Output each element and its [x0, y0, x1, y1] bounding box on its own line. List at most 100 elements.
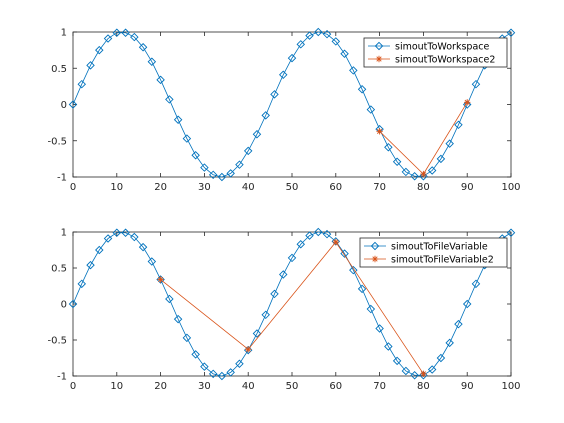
data-point-marker — [349, 66, 358, 75]
data-point-marker — [165, 294, 174, 304]
data-point-marker — [314, 27, 323, 37]
data-point-marker — [252, 329, 262, 338]
x-tick-label: 0 — [70, 381, 76, 392]
x-tick-label: 50 — [286, 381, 299, 392]
data-point-marker — [454, 319, 463, 329]
data-point-marker — [270, 90, 279, 99]
series-line-simoutToWorkspace — [72, 31, 512, 178]
data-point-marker — [445, 139, 454, 148]
data-point-marker — [121, 228, 130, 237]
data-point-marker — [165, 95, 174, 104]
data-point-marker — [314, 227, 323, 237]
y-tick-label: -1 — [57, 173, 67, 184]
x-tick-label: 40 — [242, 381, 255, 392]
legend-box — [359, 237, 508, 268]
data-point-marker — [191, 350, 200, 359]
data-point-marker — [366, 304, 376, 314]
legend-entry: simoutToFileVariable2 — [364, 254, 494, 265]
data-point-marker — [375, 324, 384, 333]
data-point-marker — [95, 45, 104, 55]
data-point-marker — [208, 369, 218, 379]
data-point-marker — [296, 240, 305, 249]
data-point-marker — [322, 229, 332, 239]
data-point-marker — [322, 29, 332, 39]
data-point-marker — [410, 172, 419, 181]
data-point-marker — [279, 270, 288, 279]
data-point-marker — [217, 172, 227, 182]
subplot-top: 0 10 20 30 40 50 60 70 80 90 100 1 0.5 0 -0.5 -1 simoutT… — [47, 28, 520, 194]
data-point-marker — [427, 166, 437, 175]
legend-label: simoutToFileVariable — [391, 241, 488, 252]
legend-label: simoutToWorkspace2 — [395, 54, 495, 65]
data-point-marker — [392, 356, 402, 366]
data-point-marker — [427, 365, 437, 374]
data-point-marker — [279, 70, 288, 80]
data-point-marker — [340, 249, 349, 258]
data-point-marker — [243, 146, 253, 156]
data-point-marker — [462, 299, 472, 309]
data-point-marker — [376, 128, 383, 135]
data-point-marker — [305, 31, 314, 40]
legend-marker-sample — [374, 41, 384, 51]
y-tick-label: 0 — [61, 100, 67, 111]
data-point-marker — [331, 37, 341, 46]
x-tick-label: 0 — [70, 182, 76, 193]
data-point-marker — [130, 32, 139, 42]
data-point-marker — [226, 169, 235, 178]
data-point-marker — [68, 299, 78, 309]
data-point-marker — [506, 28, 516, 37]
data-point-marker — [86, 260, 95, 270]
y-tick-label: 1 — [61, 228, 67, 239]
series-simoutToWorkspace — [68, 27, 516, 182]
data-point-marker — [245, 346, 252, 353]
data-point-marker — [252, 129, 262, 139]
legend-marker-sample — [375, 55, 383, 63]
x-tick-label: 30 — [198, 182, 211, 193]
x-tick-label: 60 — [329, 182, 342, 193]
x-tick-label: 70 — [373, 182, 386, 193]
x-tick-label: 30 — [198, 381, 211, 392]
data-point-marker — [156, 75, 165, 85]
x-tick-label: 80 — [417, 381, 430, 392]
data-point-marker — [112, 228, 122, 237]
data-point-marker — [226, 368, 235, 377]
data-point-marker — [77, 79, 86, 89]
data-point-marker — [462, 100, 472, 109]
legend: simoutToFileVariable simoutToFileVariable… — [359, 237, 508, 268]
series-line-simoutToFileVariable2 — [160, 241, 424, 375]
data-point-marker — [217, 371, 227, 381]
data-point-marker — [401, 366, 411, 376]
data-point-marker — [270, 289, 279, 299]
legend-entry: simoutToFileVariable — [364, 241, 488, 252]
y-tick-label: 0 — [61, 300, 67, 311]
data-point-marker — [305, 231, 314, 240]
data-point-marker — [454, 120, 463, 130]
data-point-marker — [401, 167, 411, 177]
data-point-marker — [384, 342, 393, 351]
y-tick-label: -0.5 — [47, 136, 67, 147]
x-tick-label: 80 — [417, 182, 430, 193]
x-tick-label: 20 — [154, 381, 167, 392]
data-point-marker — [287, 253, 297, 263]
legend-entry: simoutToWorkspace2 — [368, 54, 495, 65]
data-point-marker — [103, 234, 113, 243]
data-point-marker — [384, 143, 393, 152]
data-point-marker — [357, 85, 367, 94]
series-simoutToFileVariable — [68, 227, 516, 381]
x-tick-label: 90 — [461, 381, 474, 392]
legend-label: simoutToFileVariable2 — [391, 254, 494, 265]
data-point-marker — [243, 345, 253, 355]
data-point-marker — [436, 154, 446, 164]
data-point-marker — [392, 157, 402, 167]
x-tick-label: 100 — [501, 381, 520, 392]
data-point-marker — [357, 284, 367, 294]
data-point-marker — [261, 310, 270, 320]
data-point-marker — [77, 279, 86, 289]
y-tick-label: -1 — [57, 372, 67, 383]
legend: simoutToWorkspace simoutToWorkspace2 — [363, 37, 508, 68]
series-simoutToFileVariable2 — [157, 238, 427, 378]
subplot-bottom: 0 10 20 30 40 50 60 70 80 90 100 1 0.5 0 -0.5 -1 simoutT… — [47, 228, 520, 393]
data-point-marker — [112, 28, 122, 37]
legend-marker-sample — [371, 255, 379, 263]
